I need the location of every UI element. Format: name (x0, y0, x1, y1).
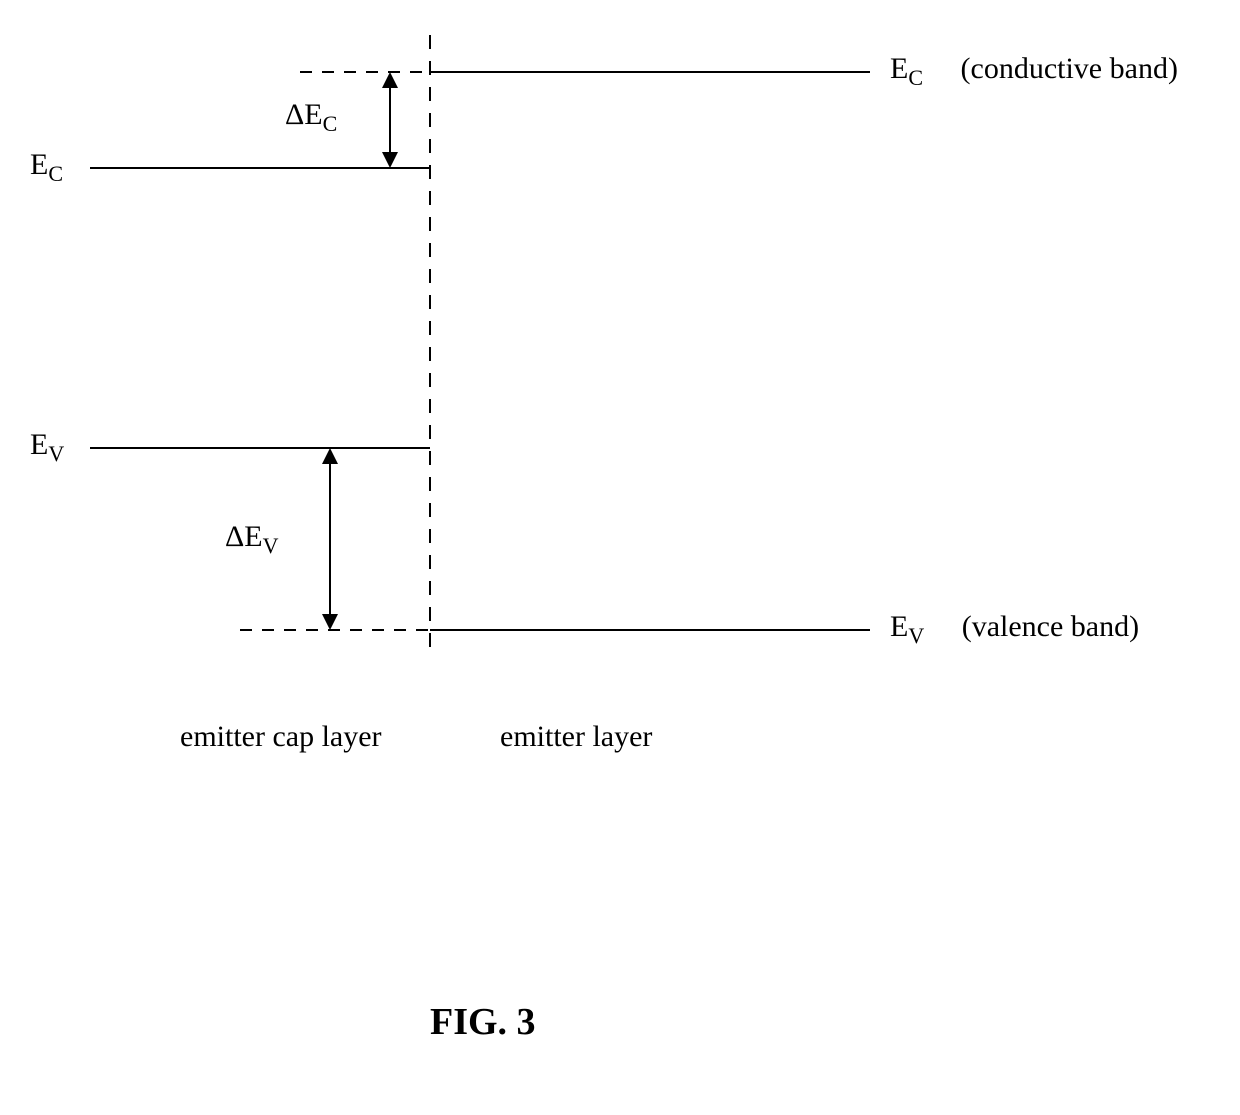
ev-right-sub: V (908, 623, 924, 648)
band-diagram: EC EC (conductive band) EV EV (valence b… (0, 0, 1240, 1115)
ec-right-label: EC (conductive band) (890, 52, 1178, 91)
delta-ev-arrow-down (322, 614, 338, 630)
ec-left-label: EC (30, 148, 63, 187)
delta-ec-sub: C (323, 111, 338, 136)
region-left-label: emitter cap layer (180, 720, 382, 754)
delta-ec-arrow-up (382, 72, 398, 88)
ev-left-main: E (30, 428, 48, 461)
ev-left-label: EV (30, 428, 64, 467)
delta-ec-arrow-down (382, 152, 398, 168)
ec-left-sub: C (48, 161, 63, 186)
ec-right-sub: C (908, 65, 923, 90)
delta-ev-arrow-up (322, 448, 338, 464)
diagram-svg (0, 0, 1240, 1115)
ec-left-main: E (30, 148, 48, 181)
figure-caption: FIG. 3 (430, 1000, 536, 1044)
ev-left-sub: V (48, 441, 64, 466)
delta-ev-main: ΔE (225, 520, 263, 553)
ec-right-desc: (conductive band) (961, 52, 1178, 85)
delta-ec-main: ΔE (285, 98, 323, 131)
delta-ec-label: ΔEC (285, 98, 337, 137)
delta-ev-label: ΔEV (225, 520, 279, 559)
delta-ev-sub: V (263, 533, 279, 558)
region-right-label: emitter layer (500, 720, 652, 754)
ev-right-desc: (valence band) (962, 610, 1139, 643)
ev-right-label: EV (valence band) (890, 610, 1139, 649)
ev-right-main: E (890, 610, 908, 643)
ec-right-main: E (890, 52, 908, 85)
